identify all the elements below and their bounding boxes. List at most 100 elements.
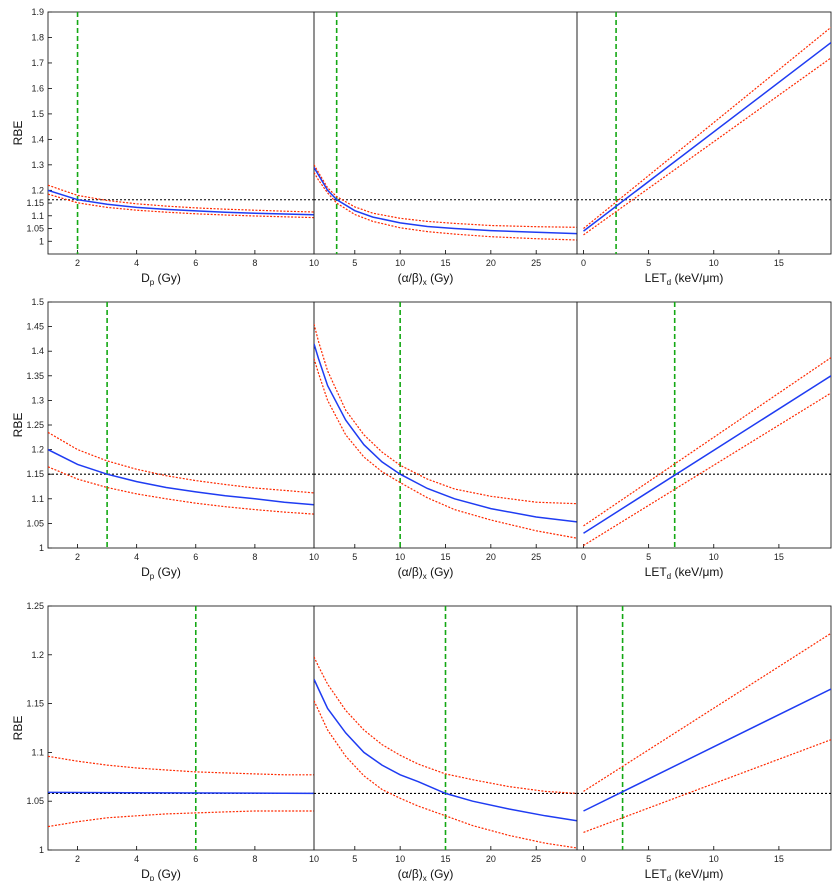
x-tick-label: 15 xyxy=(440,854,450,864)
x-tick-label: 5 xyxy=(646,552,651,562)
x-tick-label: 10 xyxy=(395,854,405,864)
chart-row-2: RBE11.051.11.151.21.251.31.351.41.451.52… xyxy=(11,297,832,581)
y-tick-label: 1.1 xyxy=(31,747,44,757)
x-tick-label: 20 xyxy=(486,854,496,864)
y-tick-label: 1.15 xyxy=(26,198,44,208)
y-tick-label: 1 xyxy=(39,236,44,246)
panel-frame xyxy=(576,11,832,255)
panel-r1-c2: 5 10 15 20 25 (α/β)x (Gy) xyxy=(313,11,578,287)
x-tick-label: 20 xyxy=(486,552,496,562)
y-tick-label: 1.3 xyxy=(31,160,44,170)
panel-r1-c3: 0 5 10 15 LETd (keV/μm) xyxy=(576,11,832,287)
x-tick-label: 10 xyxy=(395,552,405,562)
x-tick-label: 10 xyxy=(309,854,319,864)
x-tick-label: 5 xyxy=(352,258,357,268)
x-tick-label: 25 xyxy=(531,258,541,268)
x-tick-label: 5 xyxy=(646,854,651,864)
rbe-upper-bound-curve xyxy=(48,431,314,494)
panel-r3-c3: 0 5 10 15 LETd (keV/μm) xyxy=(576,605,832,881)
y-tick-label: 1.7 xyxy=(31,58,44,68)
x-tick-label: 10 xyxy=(709,854,719,864)
x-tick-label: 10 xyxy=(709,258,719,268)
x-tick-label: 2 xyxy=(75,854,80,864)
x-tick-label: 5 xyxy=(646,258,651,268)
x-tick-label: 8 xyxy=(252,552,257,562)
x-tick-label: 10 xyxy=(709,552,719,562)
rbe-lower-bound-curve xyxy=(314,700,577,849)
panel-frame xyxy=(576,301,832,549)
y-tick-label: 1.1 xyxy=(31,211,44,221)
y-tick-label: 1.3 xyxy=(31,395,44,405)
rbe-lower-bound-curve xyxy=(583,392,831,547)
rbe-lower-bound-curve xyxy=(48,193,314,219)
panel-r1-c1: 2 4 6 8 10 Dp (Gy) xyxy=(47,11,319,287)
y-axis-label: RBE xyxy=(11,716,25,741)
panel-frame xyxy=(313,301,578,549)
y-tick-label: 1.6 xyxy=(31,83,44,93)
y-tick-label: 1.35 xyxy=(26,371,44,381)
rbe-mean-curve xyxy=(48,189,314,216)
y-tick-label: 1.9 xyxy=(31,7,44,17)
x-tick-label: 8 xyxy=(252,854,257,864)
y-tick-label: 1.05 xyxy=(26,796,44,806)
rbe-mean-curve xyxy=(314,167,577,235)
rbe-mean-curve xyxy=(48,448,314,506)
rbe-upper-bound-curve xyxy=(314,164,577,228)
y-tick-label: 1.2 xyxy=(31,185,44,195)
x-tick-label: 4 xyxy=(134,552,139,562)
x-tick-label: 15 xyxy=(774,552,784,562)
rbe-upper-bound-curve xyxy=(583,632,831,792)
x-tick-label: 15 xyxy=(440,258,450,268)
rbe-lower-bound-curve xyxy=(314,172,577,241)
rbe-lower-bound-curve xyxy=(583,739,831,833)
x-axis-label: LETd (keV/μm) xyxy=(645,565,724,581)
rbe-upper-bound-curve xyxy=(48,184,314,213)
x-axis-label: (α/β)x (Gy) xyxy=(398,565,454,581)
x-axis-label: LETd (keV/μm) xyxy=(645,271,724,287)
chart-row-3: RBE 1 1.05 1.1 1.15 1.2 1.25 2 4 6 8 10 Dp (Gy) 5 10 15… xyxy=(11,601,832,881)
y-tick-label: 1.4 xyxy=(31,134,44,144)
x-tick-label: 6 xyxy=(193,552,198,562)
x-tick-label: 10 xyxy=(395,258,405,268)
rbe-mean-curve xyxy=(48,791,314,795)
rbe-lower-bound-curve xyxy=(583,57,831,236)
panel-frame xyxy=(576,605,832,851)
y-tick-label: 1.25 xyxy=(26,420,44,430)
y-tick-label: 1 xyxy=(39,845,44,855)
y-tick-label: 1.05 xyxy=(26,518,44,528)
x-tick-label: 0 xyxy=(581,854,586,864)
x-tick-label: 15 xyxy=(440,552,450,562)
y-tick-label: 1.5 xyxy=(31,109,44,119)
x-tick-label: 25 xyxy=(531,552,541,562)
panel-r2-c3: 0 5 10 15 LETd (keV/μm) xyxy=(576,301,832,581)
x-axis-label: Dp (Gy) xyxy=(141,867,181,881)
x-tick-label: 6 xyxy=(193,258,198,268)
x-tick-label: 25 xyxy=(531,854,541,864)
y-tick-label: 1.25 xyxy=(26,601,44,611)
y-tick-label: 1.4 xyxy=(31,346,44,356)
panel-r2-c1: 2 4 6 8 10 Dp (Gy) xyxy=(47,301,319,581)
rbe-mean-curve xyxy=(314,678,577,822)
y-axis-label: RBE xyxy=(11,121,25,146)
rbe-mean-curve xyxy=(314,343,577,523)
rbe-upper-bound-curve xyxy=(314,323,577,505)
panel-frame xyxy=(313,11,578,255)
x-tick-label: 8 xyxy=(252,258,257,268)
panel-frame xyxy=(47,11,315,255)
y-tick-label: 1.15 xyxy=(26,469,44,479)
panel-r3-c1: 2 4 6 8 10 Dp (Gy) xyxy=(47,605,319,881)
x-tick-label: 20 xyxy=(486,258,496,268)
x-axis-label: (α/β)x (Gy) xyxy=(398,271,454,287)
rbe-lower-bound-curve xyxy=(48,466,314,515)
rbe-mean-curve xyxy=(583,375,831,534)
y-tick-label: 1.45 xyxy=(26,322,44,332)
rbe-mean-curve xyxy=(583,42,831,232)
y-tick-label: 1.1 xyxy=(31,494,44,504)
y-tick-label: 1.15 xyxy=(26,699,44,709)
x-tick-label: 5 xyxy=(352,552,357,562)
x-tick-label: 2 xyxy=(75,552,80,562)
rbe-upper-bound-curve xyxy=(314,656,577,794)
rbe-upper-bound-curve xyxy=(583,357,831,527)
y-tick-label: 1.5 xyxy=(31,297,44,307)
